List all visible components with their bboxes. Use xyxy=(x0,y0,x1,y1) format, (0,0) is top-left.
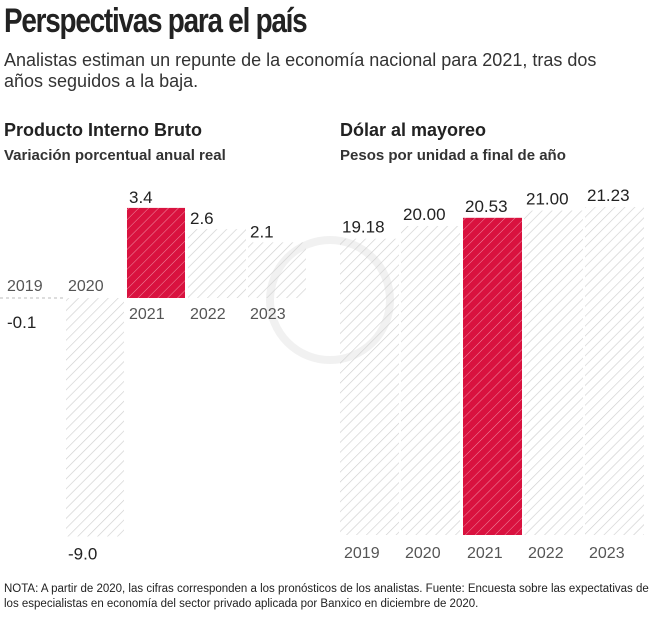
gdp-chart-title: Producto Interno Bruto xyxy=(4,120,202,140)
year-label-2022: 2022 xyxy=(528,545,564,562)
year-label-2020: 2020 xyxy=(68,278,104,295)
value-label-2019: 19.18 xyxy=(342,218,385,237)
value-label-2020: 20.00 xyxy=(403,205,446,224)
value-label-2020: -9.0 xyxy=(68,545,97,564)
year-label-2023: 2023 xyxy=(589,545,625,562)
bar-2021 xyxy=(463,217,522,535)
gdp-chart-subtitle: Variación porcentual anual real xyxy=(4,147,226,164)
year-label-2023: 2023 xyxy=(250,306,286,323)
bar-2022 xyxy=(188,229,246,298)
bar-2022 xyxy=(524,210,583,536)
year-label-2021: 2021 xyxy=(129,306,165,323)
year-label-2019: 2019 xyxy=(344,545,380,562)
value-label-2023: 2.1 xyxy=(250,222,274,241)
year-label-2019: 2019 xyxy=(7,278,43,295)
value-label-2019: -0.1 xyxy=(7,313,36,332)
year-label-2022: 2022 xyxy=(190,306,226,323)
value-label-2023: 21.23 xyxy=(587,186,630,205)
value-label-2021: 20.53 xyxy=(465,197,508,216)
value-label-2021: 3.4 xyxy=(129,188,153,207)
bar-2023 xyxy=(585,206,644,535)
value-label-2022: 21.00 xyxy=(526,190,569,209)
year-label-2021: 2021 xyxy=(467,545,503,562)
year-label-2020: 2020 xyxy=(405,545,441,562)
page-title: Perspectivas para el país xyxy=(4,2,308,40)
usd-chart-title: Dólar al mayoreo xyxy=(340,120,487,140)
footnote: NOTA: A partir de 2020, las cifras corre… xyxy=(4,583,649,610)
bar-2020 xyxy=(401,226,460,535)
page-subtitle: Analistas estiman un repunte de la econo… xyxy=(4,50,597,91)
bar-2021 xyxy=(127,207,185,298)
bar-2023 xyxy=(248,242,306,298)
usd-chart-subtitle: Pesos por unidad a final de año xyxy=(340,147,566,164)
bar-2020 xyxy=(66,298,124,537)
bar-2019 xyxy=(340,238,399,535)
value-label-2022: 2.6 xyxy=(190,209,214,228)
charts: -0.1 2019 -9.0 2020 3.4 2021 2.6 2022 2.1 2023 19.… xyxy=(0,186,644,564)
